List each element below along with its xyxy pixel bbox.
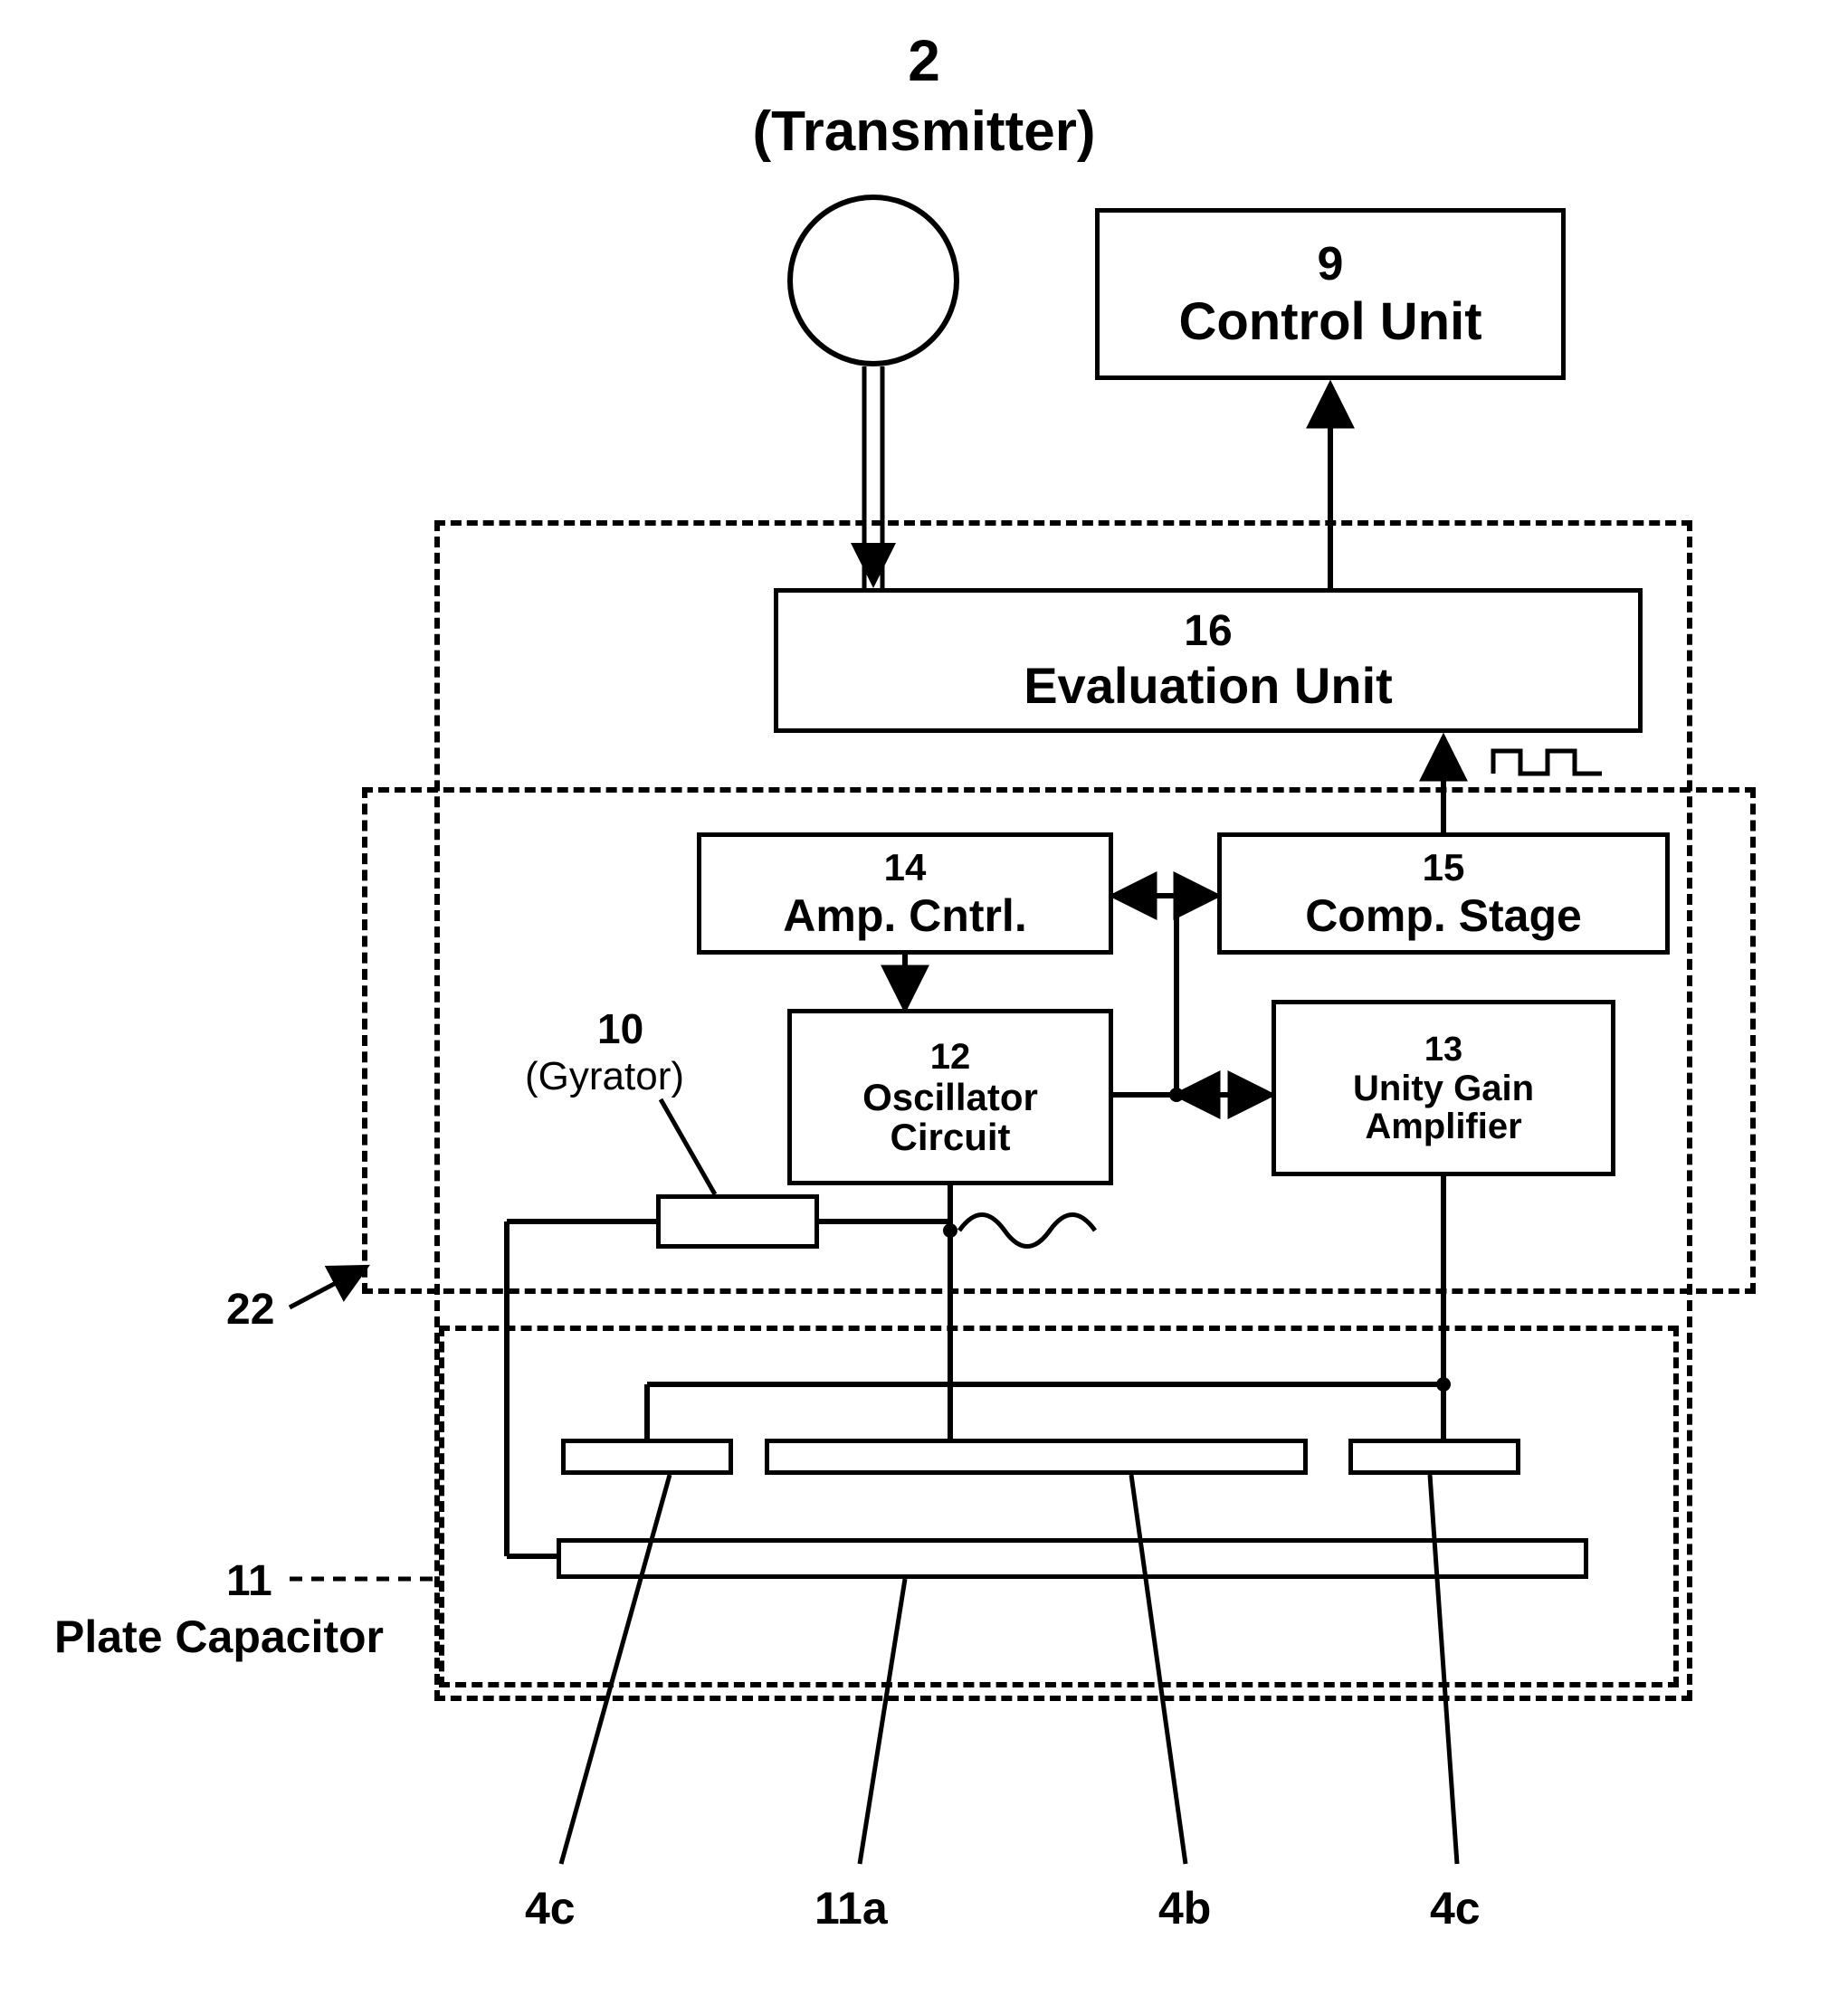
ref-plate-capacitor: Plate Capacitor bbox=[54, 1611, 384, 1663]
control-unit-box: 9 Control Unit bbox=[1095, 208, 1566, 380]
gyrator-rect bbox=[656, 1194, 819, 1249]
amp-cntrl-num: 14 bbox=[884, 846, 927, 889]
header-num: 2 bbox=[0, 27, 1848, 94]
bottom-dashed-box bbox=[439, 1326, 1679, 1687]
ref-11a: 11a bbox=[814, 1882, 888, 1934]
control-unit-label: Control Unit bbox=[1178, 291, 1481, 352]
control-unit-num: 9 bbox=[1318, 237, 1344, 291]
amp-cntrl-label: Amp. Cntrl. bbox=[783, 889, 1026, 942]
comp-stage-num: 15 bbox=[1423, 846, 1465, 889]
oscillator-box: 12 Oscillator Circuit bbox=[787, 1009, 1113, 1185]
diagram-stage: 2 (Transmitter) 9 Control Unit 16 Evalua… bbox=[0, 0, 1848, 2015]
unity-gain-label1: Unity Gain bbox=[1353, 1069, 1534, 1107]
ref-4c-left: 4c bbox=[525, 1882, 576, 1934]
ref-4b: 4b bbox=[1158, 1882, 1211, 1934]
evaluation-unit-label: Evaluation Unit bbox=[1024, 656, 1393, 715]
transmitter-circle bbox=[787, 195, 959, 366]
unity-gain-label2: Amplifier bbox=[1365, 1107, 1521, 1145]
plate-4b bbox=[765, 1439, 1308, 1475]
unity-gain-num: 13 bbox=[1424, 1031, 1462, 1069]
header-sub: (Transmitter) bbox=[0, 100, 1848, 164]
gyrator-sub: (Gyrator) bbox=[525, 1054, 684, 1099]
ref-22: 22 bbox=[226, 1285, 274, 1335]
plate-4c-right bbox=[1348, 1439, 1520, 1475]
comp-stage-box: 15 Comp. Stage bbox=[1217, 832, 1670, 955]
amp-cntrl-box: 14 Amp. Cntrl. bbox=[697, 832, 1113, 955]
oscillator-label2: Circuit bbox=[890, 1117, 1010, 1157]
gyrator-num: 10 bbox=[597, 1004, 643, 1053]
plate-4c-left bbox=[561, 1439, 733, 1475]
unity-gain-box: 13 Unity Gain Amplifier bbox=[1272, 1000, 1615, 1176]
oscillator-num: 12 bbox=[930, 1037, 971, 1078]
comp-stage-label: Comp. Stage bbox=[1305, 889, 1582, 942]
ref-4c-right: 4c bbox=[1430, 1882, 1481, 1934]
oscillator-label1: Oscillator bbox=[862, 1078, 1038, 1117]
evaluation-unit-box: 16 Evaluation Unit bbox=[774, 588, 1643, 733]
plate-11a bbox=[557, 1538, 1588, 1579]
evaluation-unit-num: 16 bbox=[1184, 606, 1232, 656]
ref-11: 11 bbox=[226, 1556, 272, 1606]
